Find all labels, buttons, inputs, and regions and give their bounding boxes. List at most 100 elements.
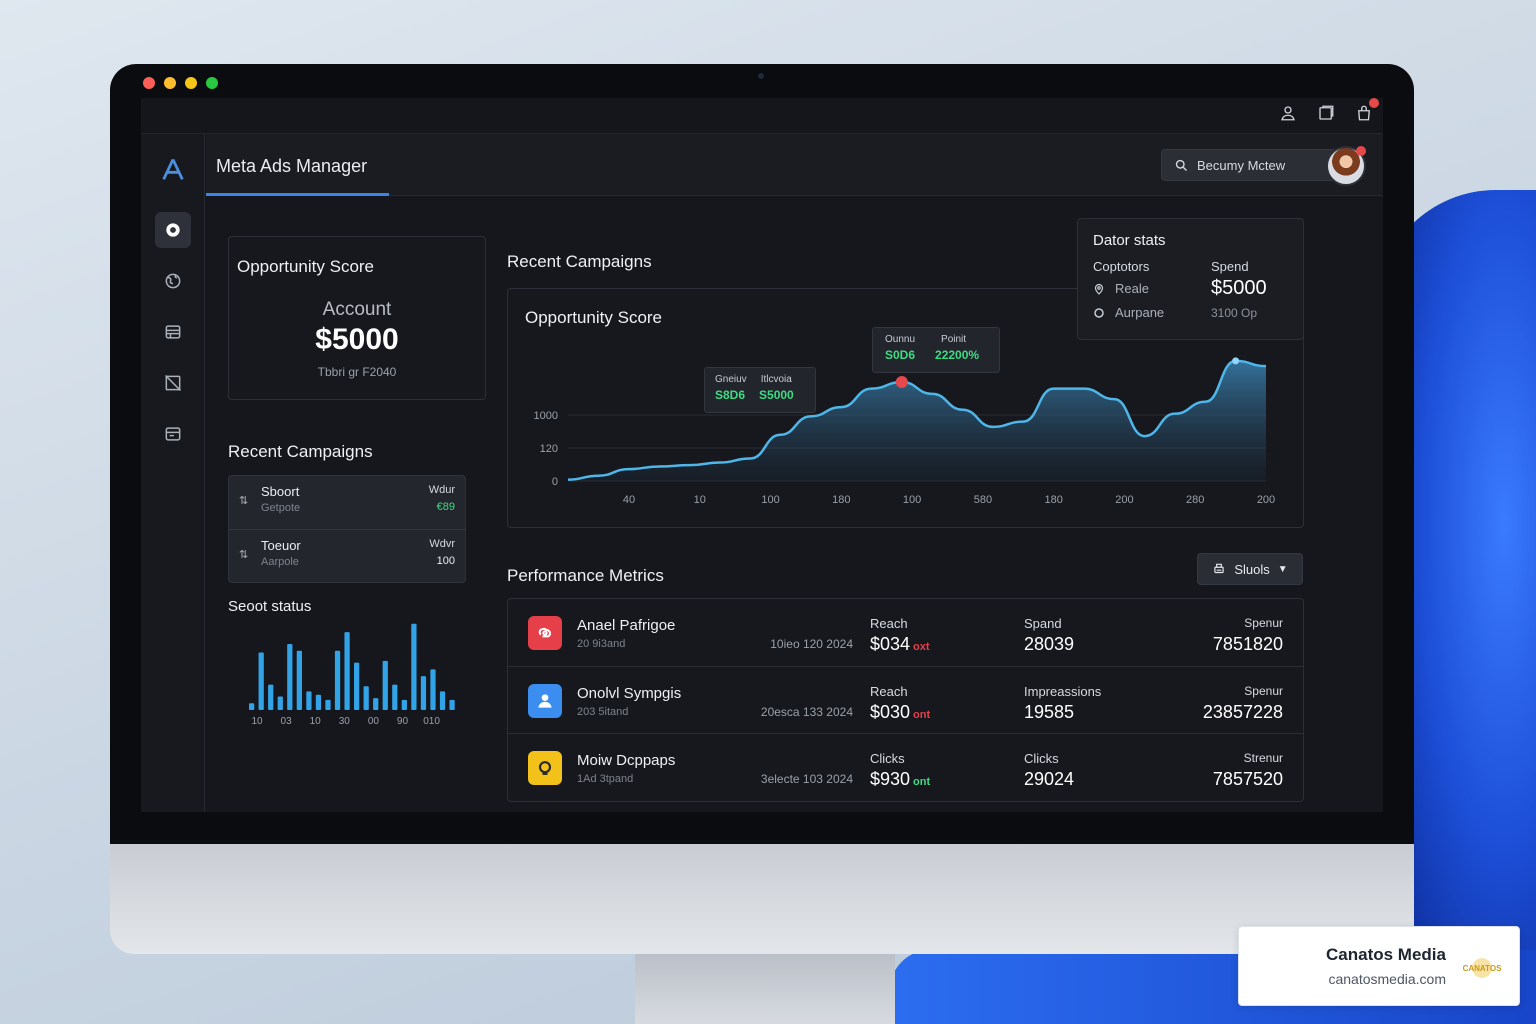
- bar: [354, 662, 360, 710]
- metric-value: 29024: [1024, 769, 1075, 789]
- table-row[interactable]: Onolvl Sympgis 203 5itand 20esca 133 202…: [508, 666, 1303, 733]
- stats-item[interactable]: Aurpane: [1093, 305, 1164, 320]
- close-dot[interactable]: [143, 77, 155, 89]
- yellow-app-icon: [528, 751, 562, 785]
- campaign-date: 10ieo 120 2024: [770, 637, 853, 651]
- printer-icon: [1214, 563, 1224, 574]
- list-item[interactable]: ⇅ Toeuor Aarpole Wdvr 100: [229, 529, 465, 582]
- metric-label: Spenur: [1244, 616, 1283, 630]
- square-icon[interactable]: [1317, 104, 1335, 122]
- home-icon[interactable]: [155, 212, 191, 248]
- brand-url: canatosmedia.com: [1328, 971, 1446, 987]
- list-item[interactable]: ⇅ Sboort Getpote Wdur €89: [229, 476, 465, 529]
- stats-item[interactable]: Reale: [1093, 281, 1149, 296]
- x-tick-label: 580: [974, 494, 992, 506]
- bag-icon[interactable]: [1355, 98, 1379, 122]
- metric-label: Clicks: [870, 751, 905, 766]
- campaign-name: Anael Pafrigoe: [577, 617, 676, 634]
- metric-label: Reach: [870, 616, 908, 631]
- performance-title: Performance Metrics: [507, 566, 664, 585]
- window-controls: [143, 77, 218, 89]
- brand-name: Canatos Media: [1326, 945, 1446, 964]
- x-tick-label: 100: [761, 494, 779, 506]
- bar: [306, 691, 312, 710]
- x-tick-label: 280: [1186, 494, 1204, 506]
- tooltip-value: S5000: [759, 388, 794, 402]
- opportunity-card: Opportunity Score Account $5000 Tbbri gr…: [228, 236, 486, 400]
- bar-x-tick-label: 03: [281, 716, 293, 727]
- top-bar: [141, 98, 1383, 134]
- x-tick-label: 180: [832, 494, 850, 506]
- bar: [430, 669, 436, 710]
- avatar[interactable]: [1326, 146, 1366, 186]
- bar-x-tick-label: 00: [368, 716, 380, 727]
- metric-value: 23857228: [1202, 702, 1283, 722]
- x-tick-label: 200: [1257, 494, 1275, 506]
- monitor-chin: [110, 844, 1414, 954]
- search-input[interactable]: [1197, 157, 1327, 173]
- bar: [315, 694, 322, 710]
- opportunity-value: $5000: [315, 323, 399, 356]
- bar: [344, 632, 350, 710]
- table-row[interactable]: Anael Pafrigoe 20 9i3and 10ieo 120 2024 …: [508, 599, 1303, 666]
- brand-badge[interactable]: Canatos Media canatosmedia.com CANATOS: [1238, 926, 1520, 1006]
- metric-value: $030 ont: [870, 702, 930, 723]
- search-box[interactable]: [1161, 149, 1337, 181]
- camera: [758, 73, 764, 79]
- globe-icon[interactable]: [155, 263, 191, 299]
- metric-value: 7851820: [1212, 634, 1283, 654]
- recent-campaigns-list: ⇅ Sboort Getpote Wdur €89 ⇅ Toeuor Aarpo…: [228, 475, 466, 583]
- bar-x-tick-label: 010: [423, 716, 440, 727]
- area-chart-svg: 0 120 1000 40 10 100 180 100 580 180 200 280 200: [534, 357, 1275, 506]
- metric-value: 28039: [1024, 634, 1075, 654]
- card-icon[interactable]: [155, 416, 191, 452]
- y-tick-label: 120: [540, 443, 558, 455]
- metric-label: Reach: [870, 684, 908, 699]
- stats-item-label: Reale: [1115, 281, 1149, 296]
- screen: Meta Ads Manager Opportunity Score Accou…: [141, 98, 1383, 812]
- tooltip-value: S0D6: [885, 348, 916, 362]
- x-tick-label: 40: [623, 494, 635, 506]
- tooltip-value: 22200%: [935, 348, 980, 362]
- bar: [420, 676, 427, 710]
- user-icon[interactable]: [1279, 104, 1297, 122]
- chart-tooltip-right: Ounnu Poinit S0D6 22200%: [872, 327, 1000, 373]
- filter-button[interactable]: Sluols ▼: [1197, 553, 1303, 585]
- campaign-name: Moiw Dcppaps: [577, 752, 676, 769]
- recent-campaigns-left-title: Recent Campaigns: [228, 442, 373, 461]
- bar-x-tick-label: 30: [339, 716, 351, 727]
- zoom-dot[interactable]: [185, 77, 197, 89]
- metric-label: Clicks: [1024, 751, 1059, 766]
- list-icon[interactable]: [155, 314, 191, 350]
- page-title: Meta Ads Manager: [216, 156, 368, 176]
- campaign-right-value: €89: [436, 501, 455, 513]
- bar: [382, 660, 388, 710]
- table-row[interactable]: Moiw Dcppaps 1Ad 3tpand 3electe 103 2024…: [508, 733, 1303, 800]
- no-image-icon[interactable]: [155, 365, 191, 401]
- campaign-date: 20esca 133 2024: [760, 705, 853, 719]
- extra-dot[interactable]: [206, 77, 218, 89]
- metric-label: Spand: [1024, 616, 1062, 631]
- bar: [439, 691, 446, 710]
- metric-number: $030: [870, 702, 911, 722]
- logo-icon[interactable]: [159, 156, 187, 184]
- chevron-down-icon: ▼: [1277, 563, 1288, 575]
- metric-value: 19585: [1024, 702, 1075, 722]
- tooltip-value: S8D6: [715, 388, 746, 402]
- y-tick-label: 1000: [534, 410, 558, 422]
- pin-icon: [1094, 283, 1104, 295]
- performance-table: Anael Pafrigoe 20 9i3and 10ieo 120 2024 …: [507, 598, 1304, 802]
- circle-icon: [1094, 307, 1104, 318]
- campaign-date: 3electe 103 2024: [760, 772, 853, 786]
- x-tick-label: 180: [1044, 494, 1062, 506]
- x-tick-label: 10: [694, 494, 706, 506]
- seoot-status-title: Seoot status: [228, 598, 312, 615]
- highlight-point: [895, 376, 908, 388]
- x-tick-label: 200: [1115, 494, 1133, 506]
- stats-col2-label: Spend: [1211, 259, 1249, 274]
- minimize-dot[interactable]: [164, 77, 176, 89]
- bar: [334, 650, 341, 710]
- x-tick-label: 100: [903, 494, 921, 506]
- metric-value: 7857520: [1212, 769, 1283, 789]
- brand-logo: CANATOS: [1463, 951, 1501, 985]
